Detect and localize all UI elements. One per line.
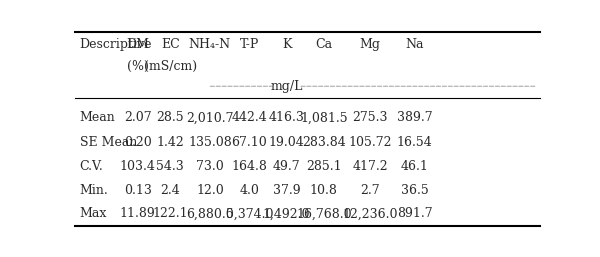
Text: 4.0: 4.0 — [239, 184, 259, 197]
Text: 442.4: 442.4 — [232, 112, 267, 124]
Text: 12.0: 12.0 — [196, 184, 224, 197]
Text: Descriptive: Descriptive — [80, 38, 152, 51]
Text: 275.3: 275.3 — [353, 112, 388, 124]
Text: 389.7: 389.7 — [397, 112, 432, 124]
Text: 73.0: 73.0 — [196, 160, 224, 173]
Text: 6,880.0: 6,880.0 — [186, 207, 234, 221]
Text: 67.10: 67.10 — [232, 136, 267, 149]
Text: Max: Max — [80, 207, 107, 221]
Text: 122.1: 122.1 — [152, 207, 188, 221]
Text: 19.04: 19.04 — [269, 136, 304, 149]
Text: 135.08: 135.08 — [188, 136, 232, 149]
Text: 283.84: 283.84 — [302, 136, 346, 149]
Text: DM: DM — [126, 38, 149, 51]
Text: Mean: Mean — [80, 112, 115, 124]
Text: 5,374.0: 5,374.0 — [226, 207, 273, 221]
Text: 417.2: 417.2 — [352, 160, 388, 173]
Text: 0.13: 0.13 — [124, 184, 152, 197]
Text: 54.3: 54.3 — [157, 160, 184, 173]
Text: 11.89: 11.89 — [120, 207, 155, 221]
Text: 103.4: 103.4 — [120, 160, 156, 173]
Text: 16,768.0: 16,768.0 — [296, 207, 352, 221]
Text: 0.20: 0.20 — [124, 136, 152, 149]
Text: 1,492.0: 1,492.0 — [263, 207, 310, 221]
Text: 49.7: 49.7 — [273, 160, 301, 173]
Text: 2,010.7: 2,010.7 — [186, 112, 233, 124]
Text: 1.42: 1.42 — [157, 136, 184, 149]
Text: 46.1: 46.1 — [401, 160, 428, 173]
Text: 2.7: 2.7 — [361, 184, 380, 197]
Text: Na: Na — [405, 38, 424, 51]
Text: 1,081.5: 1,081.5 — [300, 112, 347, 124]
Text: 28.5: 28.5 — [157, 112, 184, 124]
Text: NH₄-N: NH₄-N — [189, 38, 231, 51]
Text: EC: EC — [161, 38, 180, 51]
Text: 16.54: 16.54 — [397, 136, 433, 149]
Text: Min.: Min. — [80, 184, 109, 197]
Text: 164.8: 164.8 — [232, 160, 268, 173]
Text: T-P: T-P — [239, 38, 259, 51]
Text: 416.3: 416.3 — [269, 112, 305, 124]
Text: 10.8: 10.8 — [310, 184, 338, 197]
Text: 2.4: 2.4 — [160, 184, 180, 197]
Text: 105.72: 105.72 — [349, 136, 392, 149]
Text: mg/L: mg/L — [271, 80, 303, 93]
Text: 36.5: 36.5 — [401, 184, 428, 197]
Text: (mS/cm): (mS/cm) — [144, 60, 197, 73]
Text: 12,236.0: 12,236.0 — [343, 207, 398, 221]
Text: SE Mean: SE Mean — [80, 136, 137, 149]
Text: 2.07: 2.07 — [124, 112, 152, 124]
Text: K: K — [282, 38, 292, 51]
Text: Mg: Mg — [360, 38, 381, 51]
Text: 37.9: 37.9 — [273, 184, 301, 197]
Text: 891.7: 891.7 — [397, 207, 432, 221]
Text: 285.1: 285.1 — [306, 160, 341, 173]
Text: C.V.: C.V. — [80, 160, 103, 173]
Text: Ca: Ca — [315, 38, 332, 51]
Text: (%): (%) — [127, 60, 149, 73]
